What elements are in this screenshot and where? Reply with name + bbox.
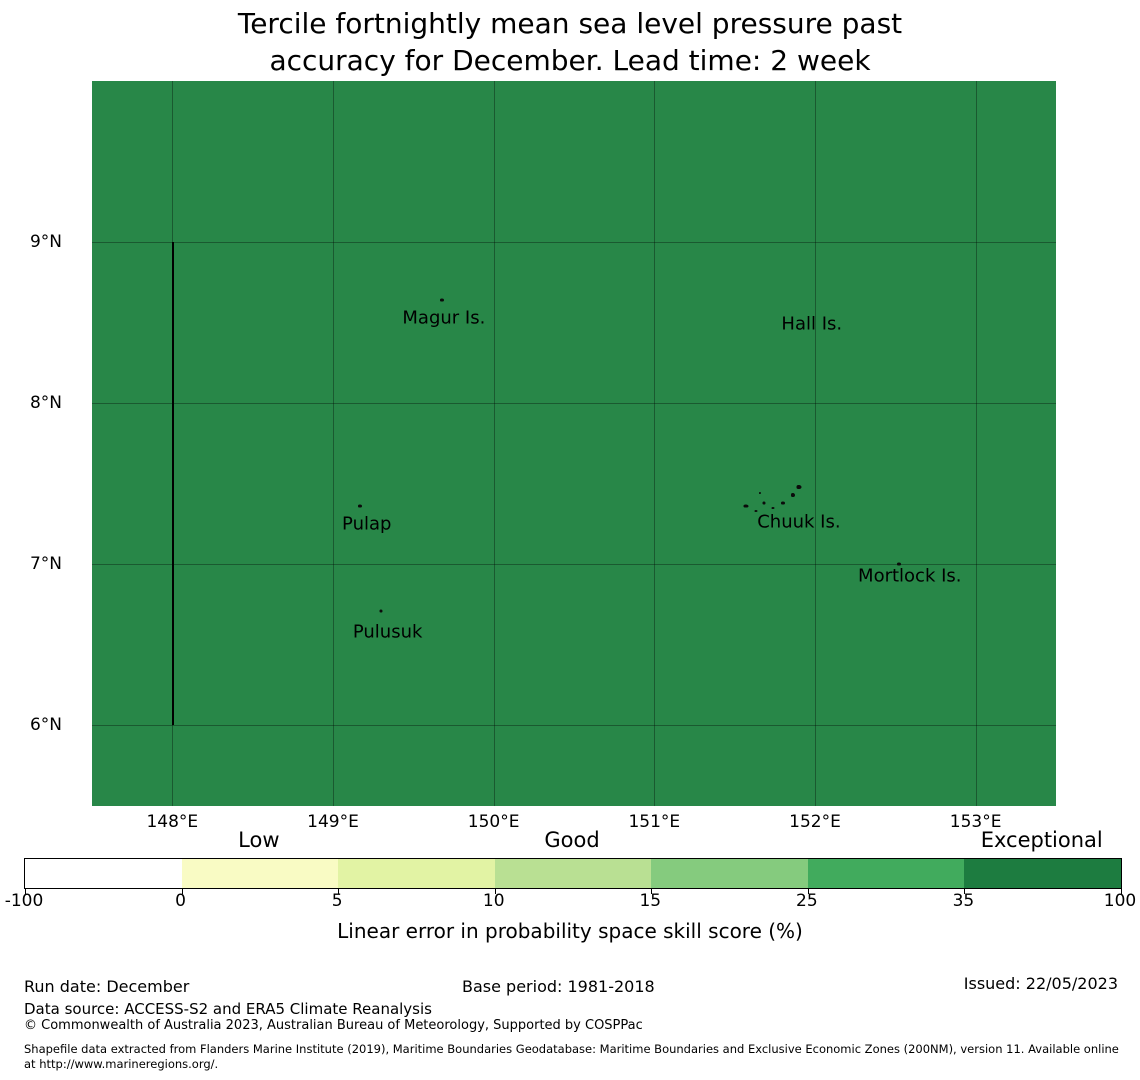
y-tick-label: 7°N [29, 554, 62, 575]
colorbar-tick [1121, 889, 1122, 894]
colorbar-tick [25, 889, 26, 894]
colorbar-tick-labels: -100 0 5 10 15 25 35 100 [5, 891, 1137, 913]
colorbar-tick-label: 100 [1103, 891, 1137, 911]
colorbar-segment [964, 859, 1122, 888]
colorbar-tick-label: 35 [952, 891, 975, 911]
colorbar-tick-label: 0 [175, 891, 186, 911]
island-mark [743, 504, 749, 508]
gridline-vertical [493, 81, 495, 806]
colorbar-segment [494, 859, 652, 888]
colorbar-tick [494, 889, 496, 894]
colorbar-segment [181, 859, 339, 888]
map-place-label: Pulap [342, 513, 392, 535]
colorbar-segment [651, 859, 808, 888]
y-tick-label: 6°N [29, 715, 62, 736]
x-tick-label: 152°E [789, 812, 841, 832]
x-tick-label: 148°E [146, 812, 199, 832]
island-mark [762, 501, 766, 505]
gridline-vertical [333, 81, 334, 806]
colorbar-tick-label: 25 [796, 891, 818, 911]
maritime-boundary-line [172, 242, 175, 726]
data-source-text: Data source: ACCESS-S2 and ERA5 Climate … [24, 1000, 432, 1018]
colorbar-tick [338, 889, 340, 894]
colorbar-segment [25, 859, 182, 888]
gridline-vertical [975, 81, 977, 806]
copyright-text: © Commonwealth of Australia 2023, Austra… [24, 1018, 643, 1033]
colorbar-tick [964, 889, 966, 894]
island-mark [796, 485, 802, 489]
x-axis-tick-labels: 148°E 149°E 150°E 151°E 152°E 153°E [92, 812, 1056, 834]
x-tick-label: 150°E [467, 812, 520, 832]
colorbar-tick-label: 10 [482, 891, 505, 911]
colorbar-tick [181, 889, 183, 894]
island-mark [896, 562, 901, 566]
map-plot-area: Magur Is. Hall Is. Pulap Chuuk Is. Mortlock … [92, 81, 1056, 806]
island-mark [379, 609, 383, 613]
colorbar-category-label: Exceptional [980, 828, 1103, 852]
island-mark [790, 493, 795, 498]
island-mark [754, 510, 758, 513]
map-place-label: Pulusuk [352, 621, 423, 643]
island-mark [771, 506, 775, 509]
map-place-label: Mortlock Is. [858, 565, 962, 587]
gridline-vertical [815, 81, 816, 806]
colorbar-segment [338, 859, 495, 888]
y-tick-label: 9°N [29, 232, 62, 253]
colorbar-tick [807, 889, 809, 894]
issued-date-text: Issued: 22/05/2023 [963, 974, 1118, 993]
colorbar-category-label: Low [238, 828, 280, 852]
base-period-text: Base period: 1981-2018 [462, 977, 655, 996]
island-mark [780, 501, 785, 505]
colorbar-tick [651, 889, 653, 894]
colorbar-segment [807, 859, 965, 888]
map-place-label: Hall Is. [781, 313, 843, 335]
x-tick-label: 153°E [949, 812, 1002, 832]
island-mark [759, 492, 762, 495]
x-tick-label: 151°E [628, 812, 681, 832]
map-place-label: Chuuk Is. [757, 511, 841, 533]
island-mark [440, 298, 445, 302]
gridline-vertical [654, 81, 656, 806]
colorbar-axis-label: Linear error in probability space skill … [337, 919, 803, 943]
colorbar-category-labels: Low Good Exceptional [24, 828, 1120, 856]
gridline-horizontal [92, 725, 1056, 727]
gridline-vertical [172, 81, 174, 806]
colorbar-tick-label: 15 [639, 891, 662, 911]
x-tick-label: 149°E [307, 812, 359, 832]
colorbar-tick-label: -100 [4, 891, 44, 911]
colorbar [24, 858, 1122, 894]
gridline-horizontal [92, 403, 1056, 405]
map-place-label: Magur Is. [402, 307, 486, 329]
chart-title: Tercile fortnightly mean sea level press… [237, 7, 903, 77]
gridline-horizontal [92, 564, 1056, 566]
y-tick-label: 8°N [29, 393, 62, 414]
gridline-horizontal [92, 242, 1056, 244]
shapefile-note-text: Shapefile data extracted from Flanders M… [24, 1042, 1119, 1071]
colorbar-category-label: Good [544, 828, 600, 852]
run-date-text: Run date: December [24, 977, 190, 996]
colorbar-tick-label: 5 [331, 891, 343, 911]
y-axis-tick-labels: 9°N 8°N 7°N 6°N [0, 81, 64, 806]
island-mark [358, 504, 363, 508]
